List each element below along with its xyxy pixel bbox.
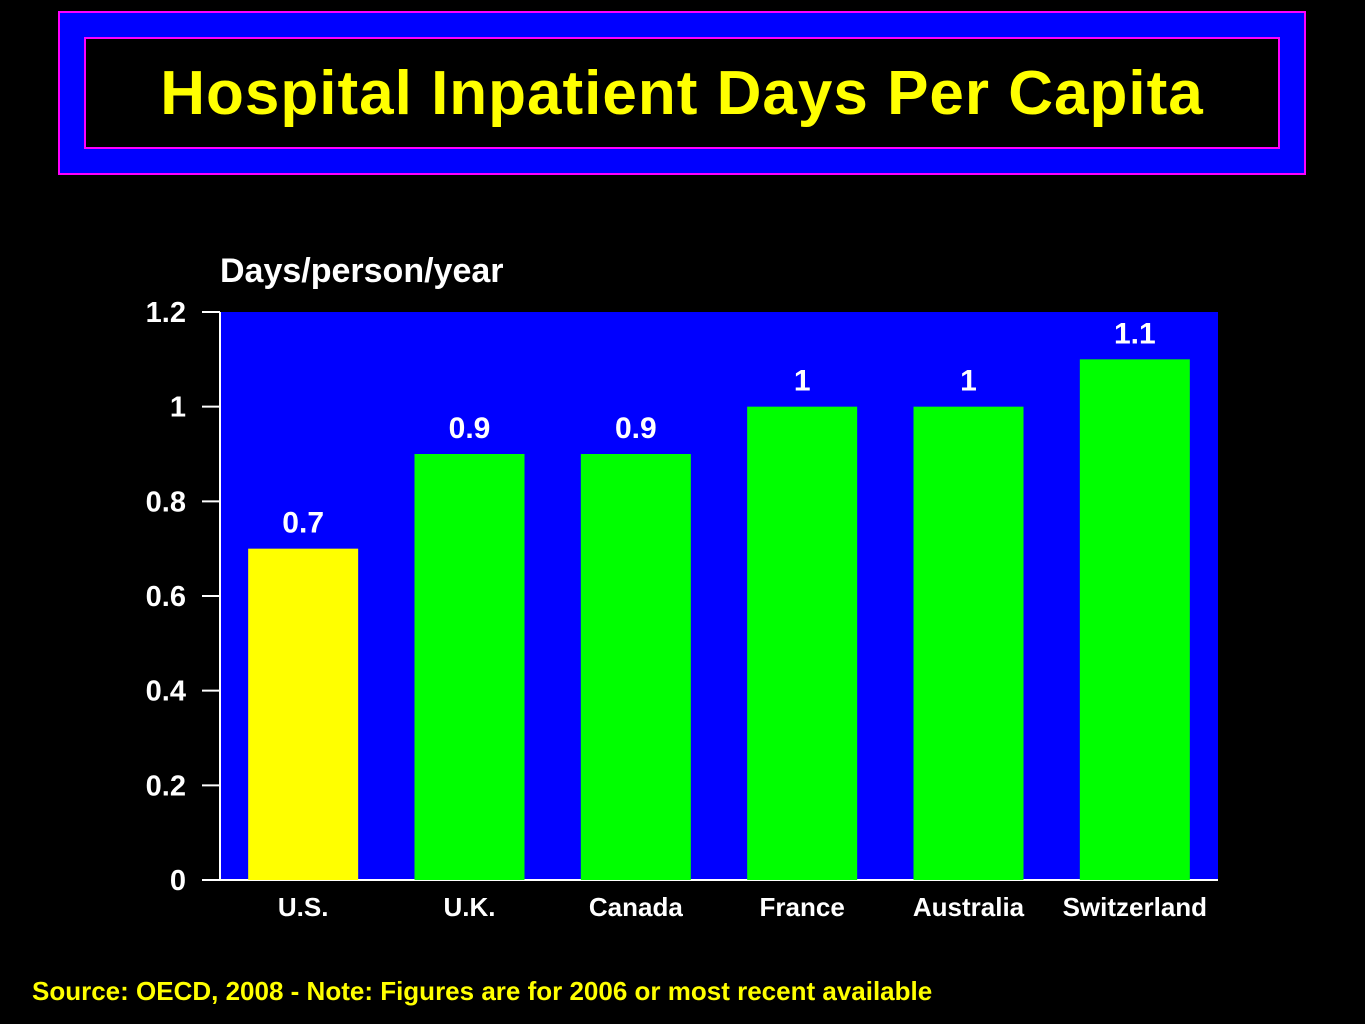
- bar-value-label: 1: [794, 365, 811, 398]
- x-tick-label: U.K.: [444, 892, 496, 922]
- x-tick-label: France: [760, 892, 845, 922]
- y-tick-label: 0.8: [146, 486, 186, 518]
- bar-value-label: 1: [960, 365, 977, 398]
- bar: [747, 406, 858, 880]
- x-tick-label: Australia: [913, 892, 1025, 922]
- bar-value-label: 0.7: [282, 507, 324, 540]
- plot-area: [220, 312, 1218, 880]
- bar: [913, 406, 1024, 880]
- bar-value-label: 0.9: [449, 412, 491, 445]
- y-tick-label: 1: [170, 392, 186, 424]
- bar-value-label: 0.9: [615, 412, 657, 445]
- y-tick-label: 0.6: [146, 581, 186, 613]
- bar: [414, 454, 525, 880]
- y-tick-label: 0: [170, 865, 186, 897]
- bar-value-label: 1.1: [1114, 317, 1156, 350]
- x-tick-label: U.S.: [278, 892, 329, 922]
- x-tick-label: Canada: [589, 892, 683, 922]
- title-banner: Hospital Inpatient Days Per Capita: [58, 11, 1306, 175]
- title-box: Hospital Inpatient Days Per Capita: [84, 37, 1280, 149]
- y-tick-label: 0.2: [146, 770, 186, 802]
- x-tick-label: Switzerland: [1063, 892, 1207, 922]
- bar: [1079, 359, 1190, 880]
- source-note: Source: OECD, 2008 - Note: Figures are f…: [32, 976, 933, 1006]
- y-tick-label: 1.2: [146, 297, 186, 329]
- y-tick-label: 0.4: [146, 676, 186, 708]
- bar: [580, 454, 691, 880]
- bar: [248, 548, 359, 880]
- y-axis-label: Days/person/year: [220, 252, 504, 290]
- page-title: Hospital Inpatient Days Per Capita: [160, 58, 1204, 128]
